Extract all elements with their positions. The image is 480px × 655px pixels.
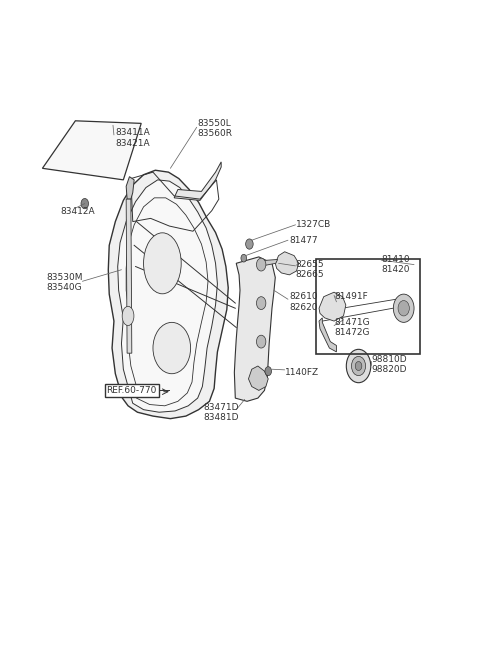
Circle shape [346,349,371,383]
Circle shape [393,294,414,322]
Text: 81477: 81477 [289,236,318,246]
Text: 83530M
83540G: 83530M 83540G [46,273,83,292]
Polygon shape [118,180,217,412]
Polygon shape [319,292,346,321]
Text: 1327CB: 1327CB [297,220,332,229]
Circle shape [241,254,247,262]
Polygon shape [126,199,132,353]
Text: 1140FZ: 1140FZ [285,368,319,377]
Polygon shape [319,318,336,352]
Text: 81410
81420: 81410 81420 [381,255,410,274]
Circle shape [246,239,253,249]
Circle shape [256,374,266,386]
Text: 82655
82665: 82655 82665 [296,260,324,280]
Polygon shape [174,162,221,200]
Circle shape [256,258,266,271]
Bar [316,259,420,354]
Text: 83471D
83481D: 83471D 83481D [204,403,239,422]
Circle shape [256,335,266,348]
Ellipse shape [122,307,134,326]
Polygon shape [126,177,134,199]
Ellipse shape [153,322,191,374]
Text: 83412A: 83412A [60,208,95,216]
Text: 83411A
83421A: 83411A 83421A [115,128,150,148]
Polygon shape [275,252,299,275]
Text: 81491F: 81491F [334,292,368,301]
Circle shape [398,301,409,316]
Circle shape [265,367,272,375]
Text: 82610
82620: 82610 82620 [289,292,318,312]
Polygon shape [234,257,275,402]
Text: 83550L
83560R: 83550L 83560R [198,119,233,138]
Circle shape [355,362,362,371]
Polygon shape [258,259,277,267]
Circle shape [351,356,366,375]
Circle shape [256,297,266,310]
Ellipse shape [144,233,181,294]
Circle shape [81,198,88,209]
Polygon shape [42,121,141,180]
Text: 81471G
81472G: 81471G 81472G [334,318,370,337]
Text: 98810D
98820D: 98810D 98820D [372,355,408,375]
Polygon shape [108,170,228,419]
Text: REF.60-770: REF.60-770 [107,386,157,395]
Polygon shape [249,366,268,390]
